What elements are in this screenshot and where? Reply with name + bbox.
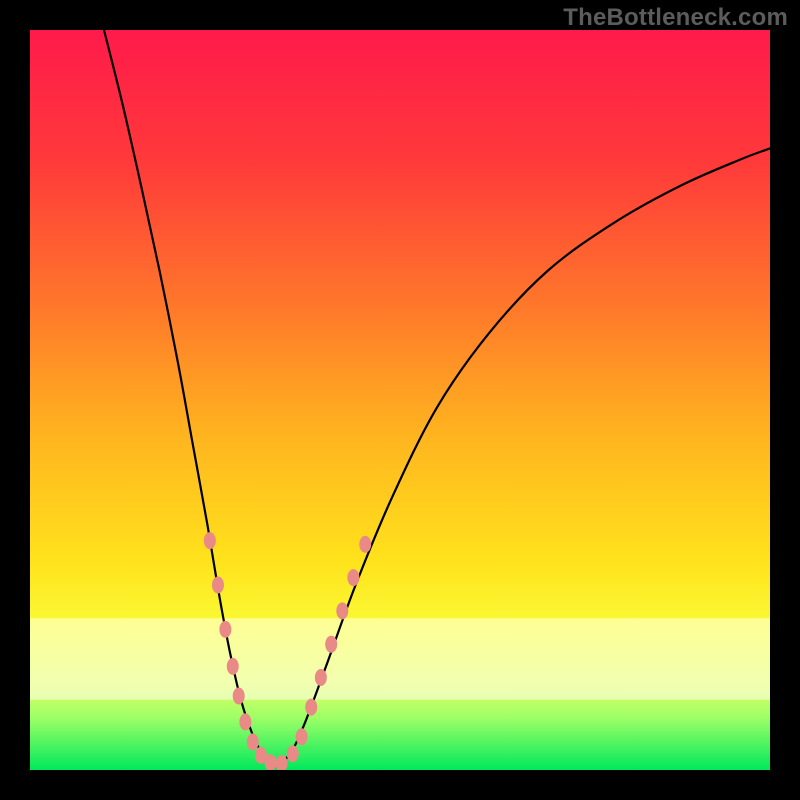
- chart-root: TheBottleneck.com: [0, 0, 800, 800]
- data-marker: [204, 532, 216, 549]
- data-marker: [359, 536, 371, 553]
- data-marker: [296, 728, 308, 745]
- data-marker: [247, 733, 259, 750]
- data-marker: [219, 621, 231, 638]
- watermark-label: TheBottleneck.com: [563, 4, 788, 32]
- data-marker: [227, 658, 239, 675]
- data-marker: [239, 713, 251, 730]
- data-marker: [212, 577, 224, 594]
- chart-svg: [30, 30, 770, 770]
- data-marker: [315, 669, 327, 686]
- plot-area: [30, 30, 770, 770]
- data-marker: [325, 636, 337, 653]
- data-marker: [347, 569, 359, 586]
- data-marker: [305, 699, 317, 716]
- data-marker: [287, 745, 299, 762]
- data-marker: [336, 602, 348, 619]
- data-marker: [233, 688, 245, 705]
